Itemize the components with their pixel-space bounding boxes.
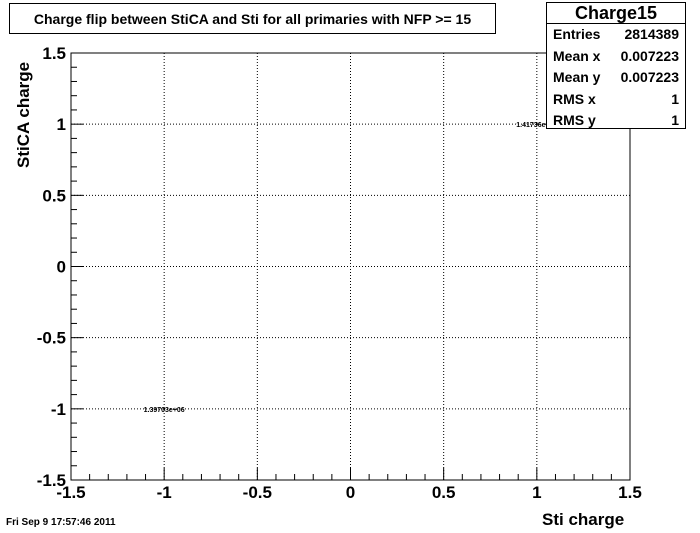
- stats-value: 0.007223: [620, 69, 679, 85]
- x-tick-label: 1.5: [618, 483, 642, 502]
- y-tick-label: -1: [51, 400, 66, 419]
- x-axis-ticks: [70, 468, 631, 480]
- stats-label: RMS x: [553, 90, 596, 107]
- stats-histogram-name: Charge15: [547, 3, 685, 24]
- y-tick-label: 0: [57, 258, 66, 277]
- stats-label: Entries: [553, 26, 601, 42]
- x-tick-label: -1: [157, 483, 172, 502]
- stats-value: 1: [671, 112, 679, 128]
- stats-label: Mean x: [553, 47, 601, 64]
- stats-row-entries: Entries 2814389: [547, 24, 685, 46]
- x-tick-label: 1: [532, 483, 541, 502]
- x-tick-label: -0.5: [243, 483, 272, 502]
- data-point-label: 1.39703e+06: [144, 407, 185, 414]
- chart-title: Charge flip between StiCA and Sti for al…: [9, 3, 496, 34]
- data-point: [163, 407, 166, 410]
- y-axis-tick-labels: -1.5 -1 -0.5 0 0.5 1 1.5: [37, 44, 66, 490]
- stats-label: RMS y: [553, 112, 596, 128]
- x-axis-title: Sti charge: [542, 510, 625, 529]
- stats-row-mean-y: Mean y 0.007223: [547, 67, 685, 89]
- x-tick-label: 0: [346, 483, 355, 502]
- grid-lines: [71, 53, 630, 480]
- y-tick-label: 1: [57, 115, 66, 134]
- y-tick-label: -0.5: [37, 329, 66, 348]
- data-point-label: 1.41736e+06: [516, 122, 557, 129]
- y-axis-ticks: [71, 52, 83, 481]
- y-axis-title: StiCA charge: [14, 61, 33, 168]
- timestamp: Fri Sep 9 17:57:46 2011: [6, 517, 116, 528]
- x-axis-tick-labels: -1.5 -1 -0.5 0 0.5 1 1.5: [56, 483, 641, 502]
- stats-label: Mean y: [553, 69, 601, 85]
- stats-value: 0.007223: [620, 47, 679, 64]
- stats-value: 2814389: [624, 26, 679, 42]
- chart-title-text: Charge flip between StiCA and Sti for al…: [33, 10, 472, 27]
- data-points: 1.39703e+06 1.41736e+06: [144, 122, 558, 414]
- stats-box: Charge15 Entries 2814389 Mean x 0.007223…: [546, 2, 686, 129]
- x-tick-label: 0.5: [432, 483, 456, 502]
- data-point: [535, 123, 538, 126]
- y-tick-label: 0.5: [42, 186, 66, 205]
- y-tick-label: -1.5: [37, 471, 66, 490]
- y-tick-label: 1.5: [42, 44, 66, 63]
- stats-value: 1: [671, 90, 679, 107]
- stats-row-rms-x: RMS x 1: [547, 89, 685, 111]
- stats-row-mean-x: Mean x 0.007223: [547, 46, 685, 68]
- x-tick-label: -1.5: [56, 483, 85, 502]
- stats-row-rms-y: RMS y 1: [547, 110, 685, 132]
